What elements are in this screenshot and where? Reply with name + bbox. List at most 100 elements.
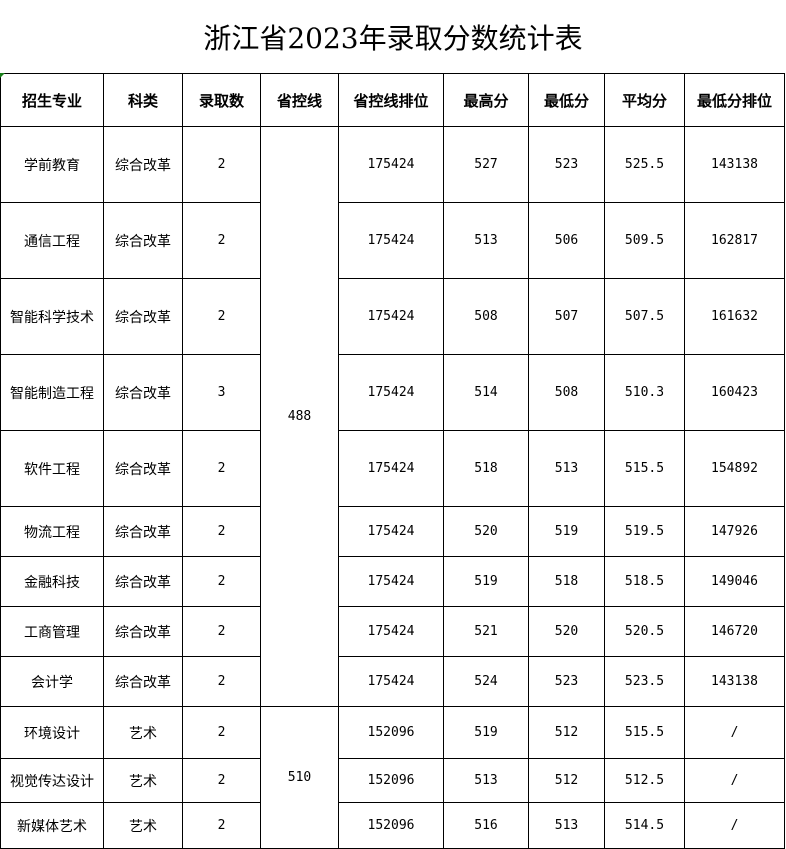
cell-category[interactable]: 艺术 xyxy=(103,758,183,803)
cell-min-score-rank[interactable]: 146720 xyxy=(684,606,785,657)
cell-admitted[interactable]: 3 xyxy=(182,354,261,431)
cell-major[interactable]: 金融科技 xyxy=(0,556,104,607)
cell-min-score-rank[interactable]: 154892 xyxy=(684,430,785,507)
cell-admitted[interactable]: 2 xyxy=(182,656,261,707)
cell-min-score[interactable]: 519 xyxy=(528,506,605,557)
cell-category[interactable]: 综合改革 xyxy=(103,430,183,507)
cell-max-score[interactable]: 519 xyxy=(443,706,529,759)
cell-province-line[interactable]: 488 xyxy=(260,126,339,707)
cell-major[interactable]: 通信工程 xyxy=(0,202,104,279)
cell-max-score[interactable]: 527 xyxy=(443,126,529,203)
cell-avg-score[interactable]: 512.5 xyxy=(604,758,685,803)
cell-major[interactable]: 智能制造工程 xyxy=(0,354,104,431)
cell-min-score-rank[interactable]: 160423 xyxy=(684,354,785,431)
cell-province-line-rank[interactable]: 175424 xyxy=(338,354,444,431)
cell-min-score[interactable]: 520 xyxy=(528,606,605,657)
cell-max-score[interactable]: 518 xyxy=(443,430,529,507)
cell-min-score[interactable]: 506 xyxy=(528,202,605,279)
cell-category[interactable]: 综合改革 xyxy=(103,354,183,431)
cell-max-score[interactable]: 520 xyxy=(443,506,529,557)
cell-admitted[interactable]: 2 xyxy=(182,430,261,507)
cell-avg-score[interactable]: 520.5 xyxy=(604,606,685,657)
cell-province-line-rank[interactable]: 175424 xyxy=(338,126,444,203)
cell-province-line-rank[interactable]: 175424 xyxy=(338,606,444,657)
header-min-score[interactable]: 最低分 xyxy=(528,73,605,127)
cell-max-score[interactable]: 521 xyxy=(443,606,529,657)
cell-min-score-rank[interactable]: / xyxy=(684,758,785,803)
cell-min-score[interactable]: 523 xyxy=(528,126,605,203)
cell-province-line-rank[interactable]: 175424 xyxy=(338,506,444,557)
cell-min-score[interactable]: 512 xyxy=(528,706,605,759)
cell-major[interactable]: 视觉传达设计 xyxy=(0,758,104,803)
cell-max-score[interactable]: 508 xyxy=(443,278,529,355)
cell-category[interactable]: 综合改革 xyxy=(103,606,183,657)
cell-max-score[interactable]: 514 xyxy=(443,354,529,431)
cell-major[interactable]: 工商管理 xyxy=(0,606,104,657)
cell-province-line-rank[interactable]: 152096 xyxy=(338,802,444,849)
cell-province-line[interactable]: 510 xyxy=(260,706,339,849)
cell-admitted[interactable]: 2 xyxy=(182,556,261,607)
cell-major[interactable]: 智能科学技术 xyxy=(0,278,104,355)
cell-max-score[interactable]: 513 xyxy=(443,758,529,803)
cell-avg-score[interactable]: 507.5 xyxy=(604,278,685,355)
cell-major[interactable]: 物流工程 xyxy=(0,506,104,557)
cell-max-score[interactable]: 519 xyxy=(443,556,529,607)
cell-admitted[interactable]: 2 xyxy=(182,506,261,557)
cell-min-score-rank[interactable]: 149046 xyxy=(684,556,785,607)
cell-category[interactable]: 综合改革 xyxy=(103,556,183,607)
cell-category[interactable]: 综合改革 xyxy=(103,278,183,355)
cell-major[interactable]: 学前教育 xyxy=(0,126,104,203)
header-province-line[interactable]: 省控线 xyxy=(260,73,339,127)
cell-category[interactable]: 艺术 xyxy=(103,706,183,759)
cell-admitted[interactable]: 2 xyxy=(182,802,261,849)
cell-category[interactable]: 艺术 xyxy=(103,802,183,849)
cell-min-score[interactable]: 518 xyxy=(528,556,605,607)
cell-category[interactable]: 综合改革 xyxy=(103,656,183,707)
cell-admitted[interactable]: 2 xyxy=(182,706,261,759)
cell-min-score-rank[interactable]: 143138 xyxy=(684,126,785,203)
cell-category[interactable]: 综合改革 xyxy=(103,506,183,557)
cell-avg-score[interactable]: 518.5 xyxy=(604,556,685,607)
header-avg-score[interactable]: 平均分 xyxy=(604,73,685,127)
cell-avg-score[interactable]: 510.3 xyxy=(604,354,685,431)
cell-province-line-rank[interactable]: 175424 xyxy=(338,202,444,279)
cell-min-score-rank[interactable]: 147926 xyxy=(684,506,785,557)
cell-min-score-rank[interactable]: / xyxy=(684,706,785,759)
cell-min-score[interactable]: 513 xyxy=(528,802,605,849)
cell-avg-score[interactable]: 525.5 xyxy=(604,126,685,203)
cell-avg-score[interactable]: 515.5 xyxy=(604,706,685,759)
cell-min-score[interactable]: 507 xyxy=(528,278,605,355)
cell-category[interactable]: 综合改革 xyxy=(103,202,183,279)
cell-province-line-rank[interactable]: 175424 xyxy=(338,430,444,507)
cell-min-score-rank[interactable]: / xyxy=(684,802,785,849)
cell-admitted[interactable]: 2 xyxy=(182,606,261,657)
cell-avg-score[interactable]: 523.5 xyxy=(604,656,685,707)
cell-admitted[interactable]: 2 xyxy=(182,126,261,203)
cell-major[interactable]: 新媒体艺术 xyxy=(0,802,104,849)
cell-min-score[interactable]: 512 xyxy=(528,758,605,803)
cell-max-score[interactable]: 513 xyxy=(443,202,529,279)
cell-min-score-rank[interactable]: 143138 xyxy=(684,656,785,707)
cell-avg-score[interactable]: 514.5 xyxy=(604,802,685,849)
cell-min-score[interactable]: 523 xyxy=(528,656,605,707)
cell-min-score-rank[interactable]: 161632 xyxy=(684,278,785,355)
cell-province-line-rank[interactable]: 152096 xyxy=(338,706,444,759)
cell-province-line-rank[interactable]: 152096 xyxy=(338,758,444,803)
cell-min-score[interactable]: 513 xyxy=(528,430,605,507)
cell-major[interactable]: 软件工程 xyxy=(0,430,104,507)
cell-province-line-rank[interactable]: 175424 xyxy=(338,656,444,707)
cell-major[interactable]: 环境设计 xyxy=(0,706,104,759)
header-admitted[interactable]: 录取数 xyxy=(182,73,261,127)
cell-province-line-rank[interactable]: 175424 xyxy=(338,556,444,607)
cell-admitted[interactable]: 2 xyxy=(182,758,261,803)
header-category[interactable]: 科类 xyxy=(103,73,183,127)
cell-province-line-rank[interactable]: 175424 xyxy=(338,278,444,355)
cell-admitted[interactable]: 2 xyxy=(182,278,261,355)
cell-min-score-rank[interactable]: 162817 xyxy=(684,202,785,279)
cell-min-score[interactable]: 508 xyxy=(528,354,605,431)
cell-max-score[interactable]: 524 xyxy=(443,656,529,707)
header-major[interactable]: 招生专业 xyxy=(0,73,104,127)
header-province-line-rank[interactable]: 省控线排位 xyxy=(338,73,444,127)
header-min-score-rank[interactable]: 最低分排位 xyxy=(684,73,785,127)
cell-category[interactable]: 综合改革 xyxy=(103,126,183,203)
